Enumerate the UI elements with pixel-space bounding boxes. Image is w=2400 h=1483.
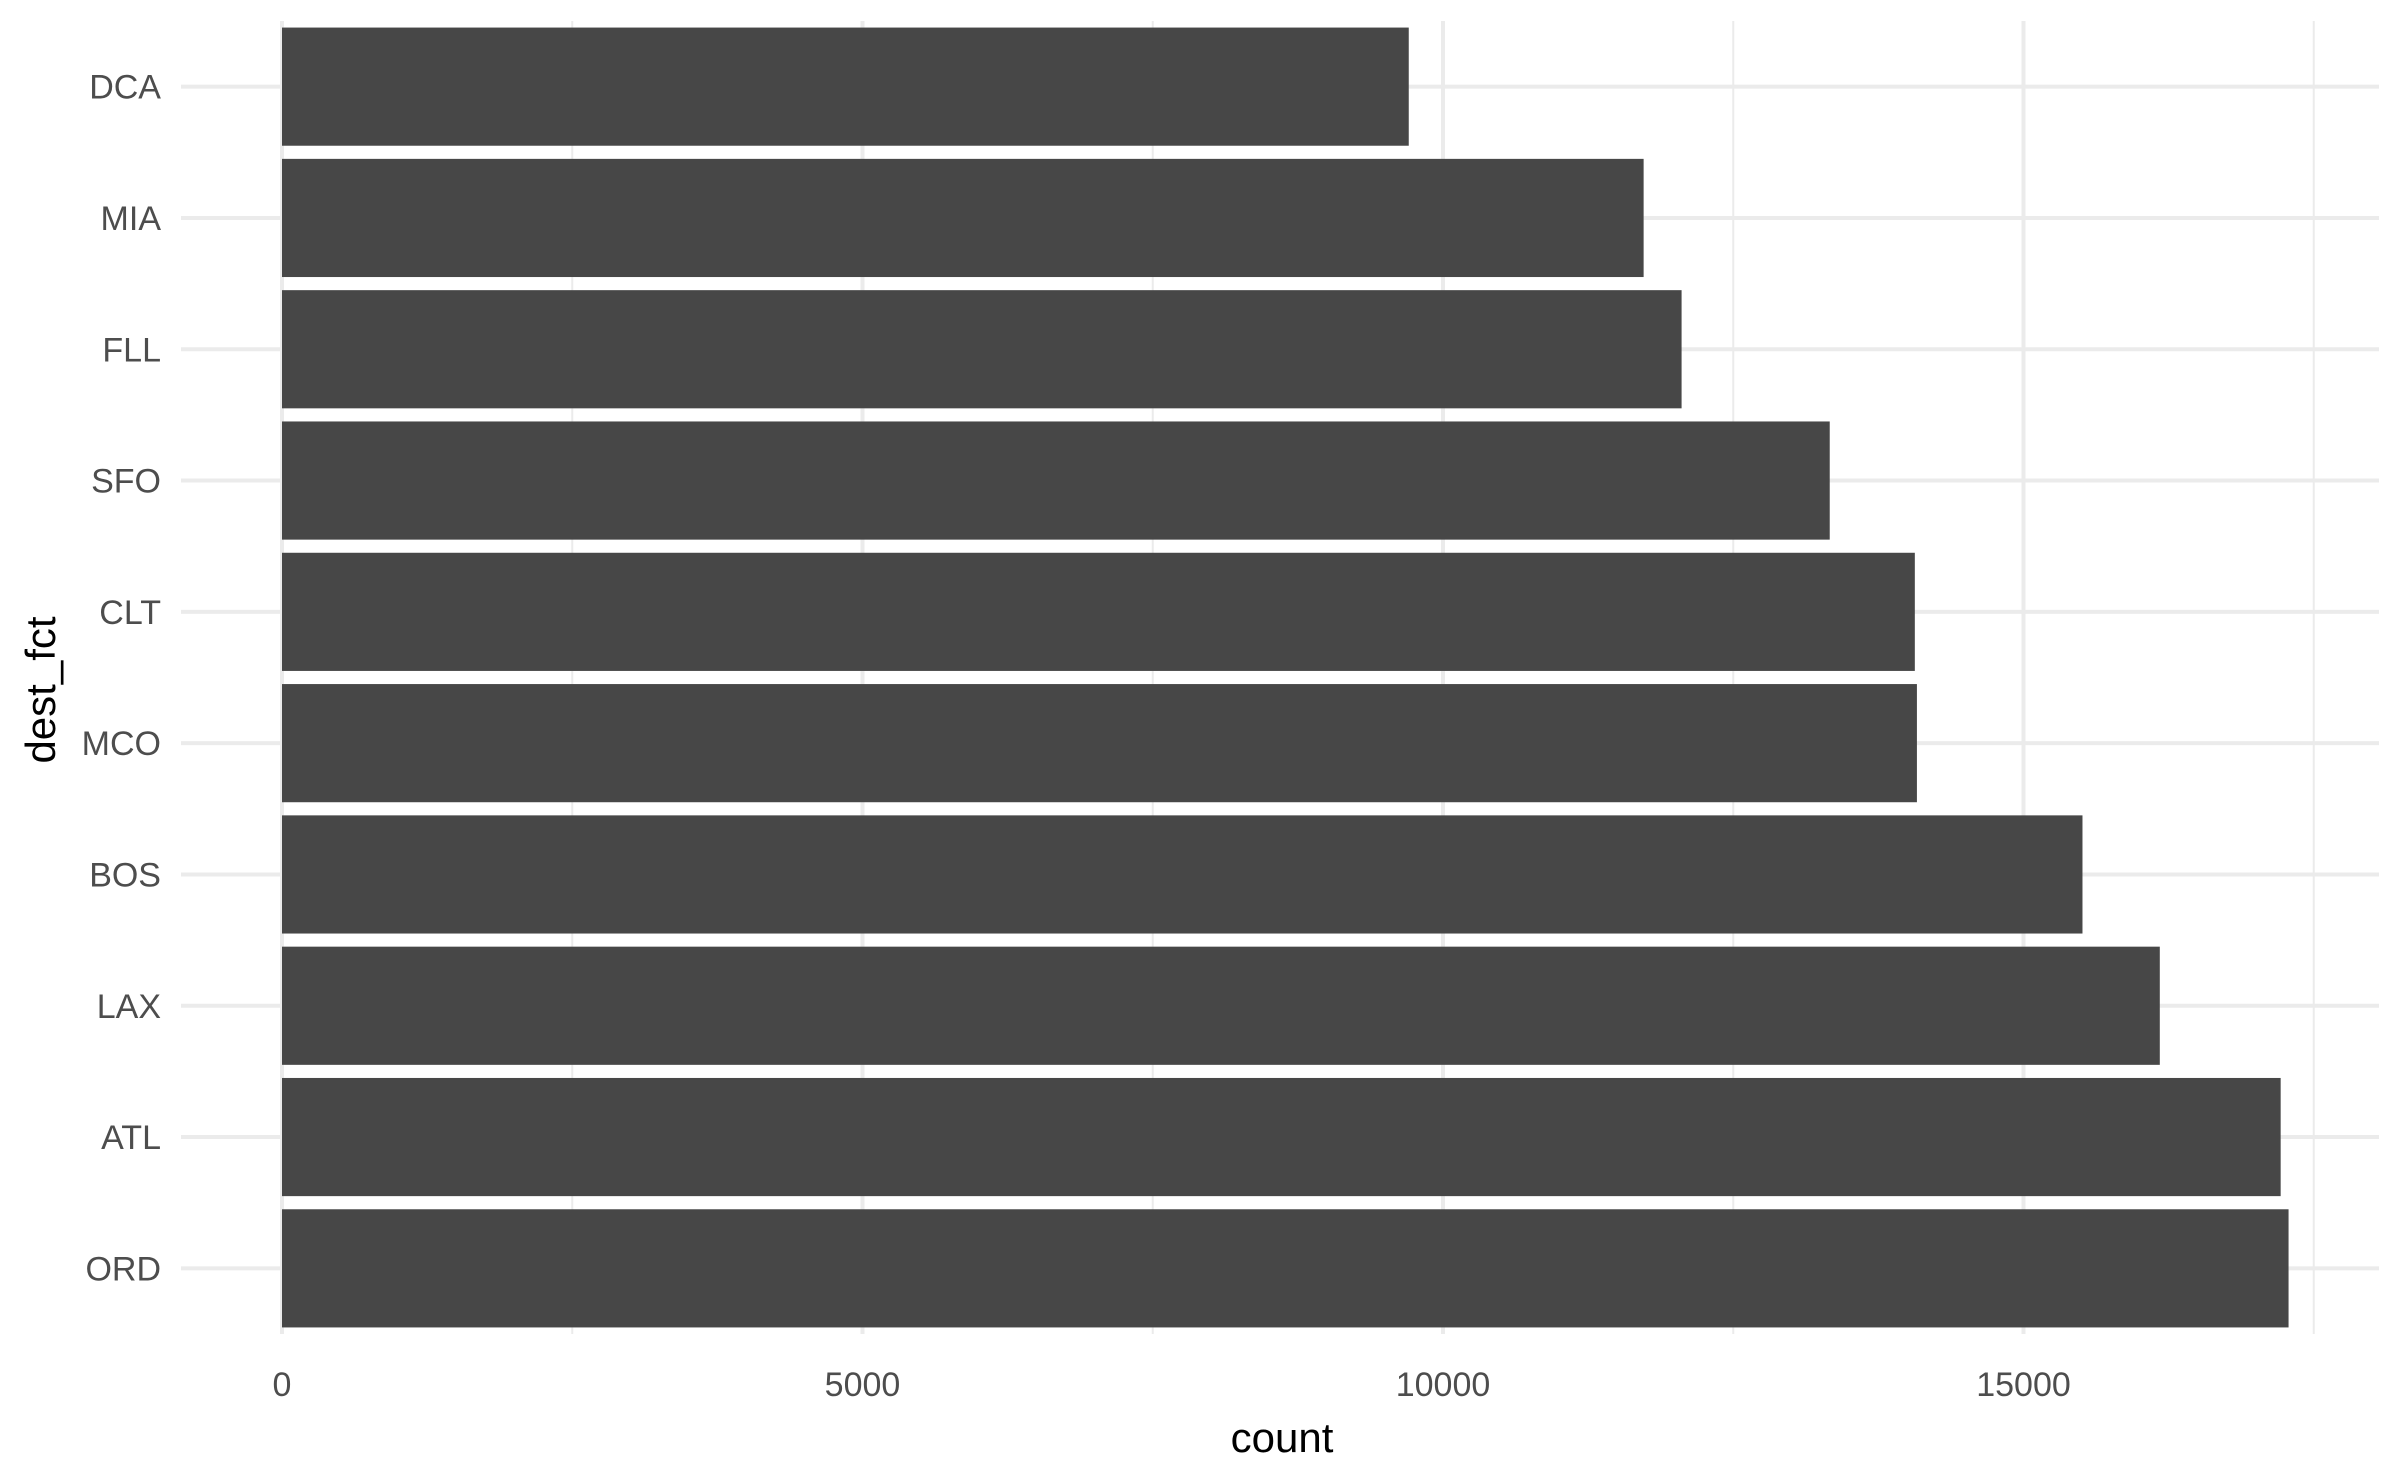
y-tick-label: LAX [97,988,161,1026]
y-tick-label: MIA [101,200,162,238]
y-tick-label: ORD [85,1250,161,1288]
y-tick-label: CLT [99,594,161,632]
bar-sfo [282,421,1830,540]
y-axis-title: dest_fct [17,616,64,763]
x-tick-label: 5000 [825,1366,901,1404]
x-tick-labels: 0 5000 10000 15000 [273,1366,2071,1404]
x-tick-label: 10000 [1396,1366,1491,1404]
bar-fll [282,290,1682,409]
bar-lax [282,946,2160,1065]
bar-clt [282,552,1915,671]
bar-mco [282,684,1917,803]
bar-dca [282,27,1409,146]
y-tick-labels: DCA MIA FLL SFO CLT MCO BOS LAX ATL ORD [82,69,162,1289]
y-tick-label: FLL [102,331,161,369]
bars-layer [282,27,2289,1328]
y-tick-label: DCA [89,69,161,107]
x-tick-label: 15000 [1976,1366,2071,1404]
y-tick-label: MCO [82,725,161,763]
y-tick-label: BOS [89,856,161,894]
bar-bos [282,815,2083,934]
bar-ord [282,1209,2289,1328]
y-tick-label: ATL [101,1119,161,1157]
y-tick-label: SFO [91,463,161,501]
bar-mia [282,158,1644,278]
x-tick-label: 0 [273,1366,292,1404]
x-axis-title: count [1231,1414,1334,1461]
bar-atl [282,1077,2281,1197]
